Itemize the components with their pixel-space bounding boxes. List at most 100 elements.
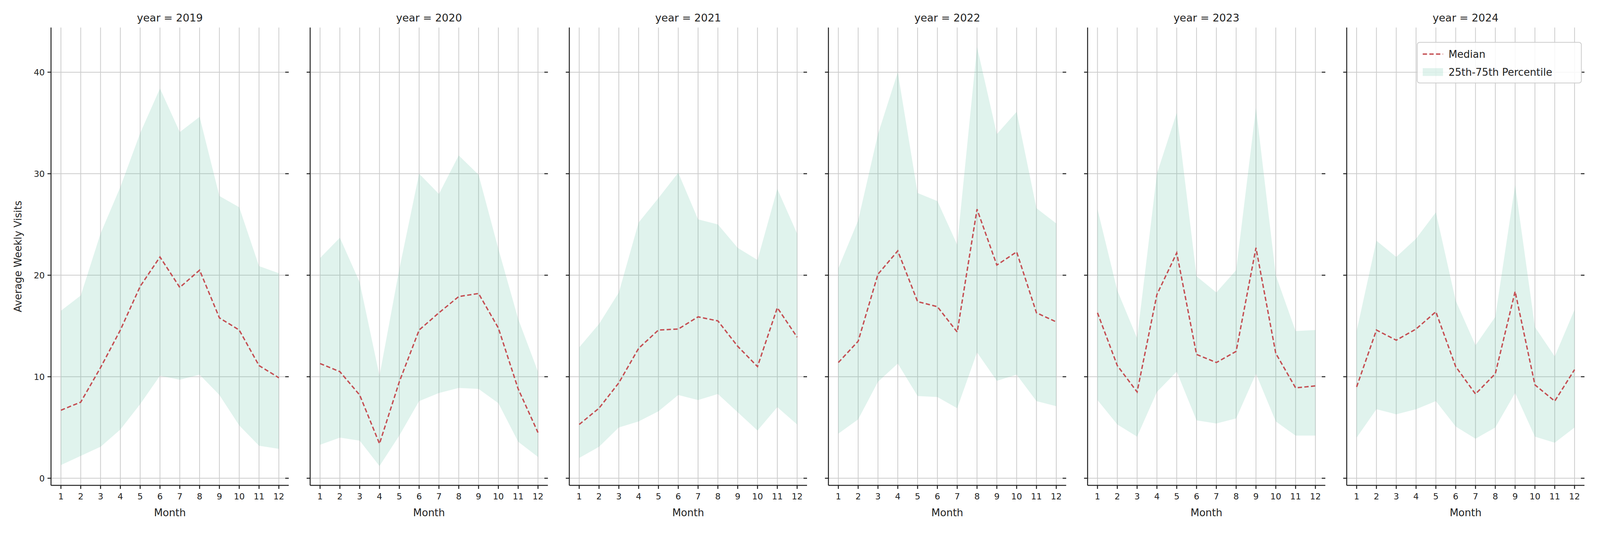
grid-line [828, 71, 1067, 73]
x-tick-label: 12 [1309, 491, 1321, 502]
x-tick [737, 485, 739, 490]
x-tick [1455, 485, 1457, 490]
y-tick-right [1062, 478, 1067, 480]
x-tick [139, 485, 142, 490]
x-tick [517, 485, 519, 490]
x-tick [1494, 485, 1497, 490]
median-line [1097, 248, 1316, 393]
x-tick-label: 10 [1011, 491, 1023, 502]
x-tick-label: 9 [734, 491, 741, 502]
y-tick-right [803, 376, 808, 378]
y-tick [306, 376, 311, 378]
y-tick [825, 376, 829, 378]
panel-title: year = 2021 [655, 11, 722, 24]
x-tick-label: 4 [117, 491, 124, 502]
x-tick [100, 485, 102, 490]
x-tick [877, 485, 879, 490]
y-axis-label: Average Weekly Visits [12, 200, 24, 313]
y-tick-right [1321, 376, 1326, 378]
y-tick-right [285, 71, 289, 74]
x-tick-label: 8 [455, 491, 462, 502]
x-tick-label: 5 [655, 491, 662, 502]
x-tick-label: 5 [396, 491, 402, 502]
x-tick [537, 485, 539, 490]
y-tick [47, 173, 52, 175]
y-tick [825, 275, 829, 277]
x-tick-label: 6 [1193, 491, 1200, 502]
data-group [838, 46, 1057, 434]
y-tick [306, 275, 311, 277]
x-tick-label: 9 [216, 491, 223, 502]
x-tick [1275, 485, 1277, 490]
y-tick [825, 478, 829, 480]
grid-line [828, 478, 1067, 479]
x-tick-label: 10 [751, 491, 763, 502]
x-tick [80, 485, 82, 490]
x-tick [677, 485, 679, 490]
y-tick-right [1321, 478, 1326, 480]
x-tick-label: 2 [855, 491, 861, 502]
x-tick [278, 485, 280, 490]
x-tick-label: 9 [994, 491, 1000, 502]
x-tick [258, 485, 260, 490]
x-tick [159, 485, 161, 490]
x-tick [1255, 485, 1257, 490]
y-axis-line [1346, 27, 1348, 486]
x-tick-label: 2 [337, 491, 343, 502]
median-line [319, 293, 538, 445]
grid-line [1087, 71, 1326, 73]
x-tick [598, 485, 600, 490]
x-tick [657, 485, 659, 490]
panel-title: year = 2023 [1173, 11, 1240, 24]
x-tick [1216, 485, 1218, 490]
x-tick [897, 485, 899, 490]
x-tick [1375, 485, 1377, 490]
x-tick [1176, 485, 1178, 490]
x-tick-label: 10 [1270, 491, 1282, 502]
x-tick-label: 1 [1094, 491, 1101, 502]
x-tick-label: 11 [253, 491, 265, 502]
y-tick-label: 40 [33, 67, 45, 78]
y-tick [1083, 275, 1088, 277]
x-tick-label: 1 [1353, 491, 1360, 502]
x-axis-label: Month [1449, 507, 1482, 519]
x-tick-label: 1 [58, 491, 64, 502]
y-tick-right [285, 478, 289, 480]
grid-line [310, 71, 549, 73]
x-tick-label: 4 [635, 491, 642, 502]
x-tick [717, 485, 719, 490]
x-tick-label: 5 [137, 491, 143, 502]
x-tick [1294, 485, 1297, 490]
grid-line [569, 478, 808, 479]
x-tick-label: 8 [715, 491, 721, 502]
y-tick [565, 376, 570, 378]
x-tick-label: 1 [835, 491, 842, 502]
x-tick [776, 485, 779, 490]
x-tick [857, 485, 859, 490]
y-tick [306, 71, 311, 74]
y-tick-right [544, 478, 549, 480]
x-tick-label: 10 [492, 491, 504, 502]
y-tick-right [285, 376, 289, 378]
percentile-band [838, 46, 1057, 434]
y-tick-right [544, 275, 549, 277]
x-tick [618, 485, 620, 490]
x-tick [1156, 485, 1158, 490]
x-tick-label: 8 [1233, 491, 1240, 502]
y-tick-label: 0 [39, 473, 45, 484]
legend-swatch [1422, 53, 1443, 56]
median-line [579, 307, 798, 425]
y-tick-right [544, 376, 549, 378]
y-tick-label: 30 [33, 169, 45, 179]
x-tick-label: 3 [1134, 491, 1140, 502]
percentile-band [60, 88, 279, 466]
x-tick [1035, 485, 1038, 490]
grid-line [828, 173, 1067, 175]
legend-box [1417, 42, 1582, 84]
x-axis-label: Month [1190, 507, 1223, 519]
x-tick-label: 10 [1529, 491, 1541, 502]
x-tick [398, 485, 400, 490]
x-tick-label: 12 [1569, 491, 1581, 502]
y-tick-label: 20 [33, 270, 45, 281]
x-tick [339, 485, 341, 490]
